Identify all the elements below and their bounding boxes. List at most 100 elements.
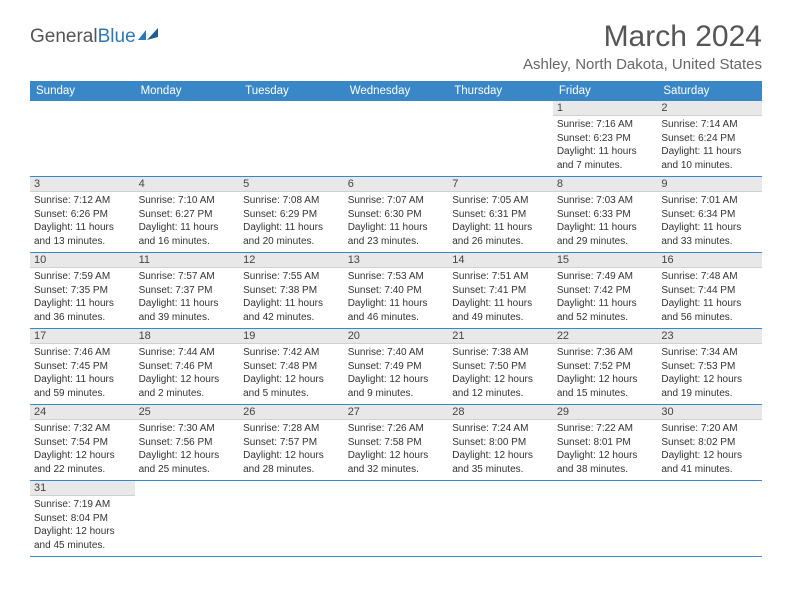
day-details: Sunrise: 7:46 AMSunset: 7:45 PMDaylight:… — [30, 344, 135, 404]
calendar-day-cell: 28Sunrise: 7:24 AMSunset: 8:00 PMDayligh… — [448, 405, 553, 481]
day-details: Sunrise: 7:19 AMSunset: 8:04 PMDaylight:… — [30, 496, 135, 556]
day-number: 30 — [657, 405, 762, 420]
sunrise-text: Sunrise: 7:05 AM — [452, 194, 549, 208]
logo: GeneralBlue — [30, 26, 160, 48]
day-number: 20 — [344, 329, 449, 344]
sunset-text: Sunset: 7:52 PM — [557, 360, 654, 374]
day-details: Sunrise: 7:26 AMSunset: 7:58 PMDaylight:… — [344, 420, 449, 480]
sunrise-text: Sunrise: 7:32 AM — [34, 422, 131, 436]
day-number: 21 — [448, 329, 553, 344]
day-number: 16 — [657, 253, 762, 268]
day-number: 11 — [135, 253, 240, 268]
day-details: Sunrise: 7:42 AMSunset: 7:48 PMDaylight:… — [239, 344, 344, 404]
month-title: March 2024 — [523, 20, 762, 54]
day-details: Sunrise: 7:03 AMSunset: 6:33 PMDaylight:… — [553, 192, 658, 252]
day-details: Sunrise: 7:12 AMSunset: 6:26 PMDaylight:… — [30, 192, 135, 252]
weekday-header: Thursday — [448, 81, 553, 101]
daylight-text: Daylight: 12 hours and 32 minutes. — [348, 449, 445, 476]
sunrise-text: Sunrise: 7:40 AM — [348, 346, 445, 360]
daylight-text: Daylight: 12 hours and 38 minutes. — [557, 449, 654, 476]
sunset-text: Sunset: 7:42 PM — [557, 284, 654, 298]
day-number: 18 — [135, 329, 240, 344]
daylight-text: Daylight: 11 hours and 46 minutes. — [348, 297, 445, 324]
day-number: 27 — [344, 405, 449, 420]
daylight-text: Daylight: 12 hours and 12 minutes. — [452, 373, 549, 400]
sunset-text: Sunset: 7:53 PM — [661, 360, 758, 374]
day-number: 28 — [448, 405, 553, 420]
day-details: Sunrise: 7:01 AMSunset: 6:34 PMDaylight:… — [657, 192, 762, 252]
daylight-text: Daylight: 11 hours and 10 minutes. — [661, 145, 758, 172]
day-details: Sunrise: 7:05 AMSunset: 6:31 PMDaylight:… — [448, 192, 553, 252]
sunrise-text: Sunrise: 7:08 AM — [243, 194, 340, 208]
sunset-text: Sunset: 7:40 PM — [348, 284, 445, 298]
daylight-text: Daylight: 12 hours and 41 minutes. — [661, 449, 758, 476]
day-details: Sunrise: 7:20 AMSunset: 8:02 PMDaylight:… — [657, 420, 762, 480]
calendar-empty-cell — [448, 101, 553, 177]
weekday-header: Tuesday — [239, 81, 344, 101]
calendar-day-cell: 13 Sunrise: 7:53 AMSunset: 7:40 PMDayligh… — [344, 253, 449, 329]
daylight-text: Daylight: 11 hours and 56 minutes. — [661, 297, 758, 324]
sunrise-text: Sunrise: 7:16 AM — [557, 118, 654, 132]
day-number: 23 — [657, 329, 762, 344]
day-number: 9 — [657, 177, 762, 192]
calendar-day-cell: 9Sunrise: 7:01 AMSunset: 6:34 PMDaylight… — [657, 177, 762, 253]
daylight-text: Daylight: 11 hours and 39 minutes. — [139, 297, 236, 324]
daylight-text: Daylight: 11 hours and 59 minutes. — [34, 373, 131, 400]
calendar-week-row: 10Sunrise: 7:59 AMSunset: 7:35 PMDayligh… — [30, 253, 762, 329]
sunrise-text: Sunrise: 7:55 AM — [243, 270, 340, 284]
day-details: Sunrise: 7:44 AMSunset: 7:46 PMDaylight:… — [135, 344, 240, 404]
calendar-day-cell: 18Sunrise: 7:44 AMSunset: 7:46 PMDayligh… — [135, 329, 240, 405]
logo-text-1: General — [30, 26, 98, 48]
sunset-text: Sunset: 7:38 PM — [243, 284, 340, 298]
flag-icon — [138, 28, 160, 47]
day-number: 19 — [239, 329, 344, 344]
day-details: Sunrise: 7:49 AMSunset: 7:42 PMDaylight:… — [553, 268, 658, 328]
calendar-body: 1Sunrise: 7:16 AMSunset: 6:23 PMDaylight… — [30, 101, 762, 557]
daylight-text: Daylight: 11 hours and 23 minutes. — [348, 221, 445, 248]
calendar-empty-cell — [135, 101, 240, 177]
calendar-day-cell: 3Sunrise: 7:12 AMSunset: 6:26 PMDaylight… — [30, 177, 135, 253]
day-number: 12 — [239, 253, 344, 268]
weekday-header: Wednesday — [344, 81, 449, 101]
sunrise-text: Sunrise: 7:53 AM — [348, 270, 445, 284]
day-number: 5 — [239, 177, 344, 192]
calendar-week-row: 31Sunrise: 7:19 AMSunset: 8:04 PMDayligh… — [30, 481, 762, 557]
calendar-day-cell: 12Sunrise: 7:55 AMSunset: 7:38 PMDayligh… — [239, 253, 344, 329]
day-details: Sunrise: 7:32 AMSunset: 7:54 PMDaylight:… — [30, 420, 135, 480]
day-number: 3 — [30, 177, 135, 192]
calendar-day-cell: 29Sunrise: 7:22 AMSunset: 8:01 PMDayligh… — [553, 405, 658, 481]
sunrise-text: Sunrise: 7:20 AM — [661, 422, 758, 436]
calendar-day-cell: 6Sunrise: 7:07 AMSunset: 6:30 PMDaylight… — [344, 177, 449, 253]
day-number: 24 — [30, 405, 135, 420]
day-number: 29 — [553, 405, 658, 420]
day-number: 26 — [239, 405, 344, 420]
day-number: 13 — [344, 253, 449, 268]
calendar-empty-cell — [657, 481, 762, 557]
sunrise-text: Sunrise: 7:07 AM — [348, 194, 445, 208]
calendar-day-cell: 7Sunrise: 7:05 AMSunset: 6:31 PMDaylight… — [448, 177, 553, 253]
sunset-text: Sunset: 6:27 PM — [139, 208, 236, 222]
daylight-text: Daylight: 11 hours and 36 minutes. — [34, 297, 131, 324]
sunset-text: Sunset: 6:34 PM — [661, 208, 758, 222]
daylight-text: Daylight: 11 hours and 26 minutes. — [452, 221, 549, 248]
calendar-empty-cell — [239, 101, 344, 177]
day-details: Sunrise: 7:34 AMSunset: 7:53 PMDaylight:… — [657, 344, 762, 404]
sunrise-text: Sunrise: 7:24 AM — [452, 422, 549, 436]
sunrise-text: Sunrise: 7:34 AM — [661, 346, 758, 360]
day-details: Sunrise: 7:59 AMSunset: 7:35 PMDaylight:… — [30, 268, 135, 328]
calendar-day-cell: 4Sunrise: 7:10 AMSunset: 6:27 PMDaylight… — [135, 177, 240, 253]
day-details: Sunrise: 7:48 AMSunset: 7:44 PMDaylight:… — [657, 268, 762, 328]
sunset-text: Sunset: 6:30 PM — [348, 208, 445, 222]
daylight-text: Daylight: 11 hours and 7 minutes. — [557, 145, 654, 172]
sunset-text: Sunset: 8:02 PM — [661, 436, 758, 450]
day-details: Sunrise: 7:16 AMSunset: 6:23 PMDaylight:… — [553, 116, 658, 176]
daylight-text: Daylight: 11 hours and 20 minutes. — [243, 221, 340, 248]
sunset-text: Sunset: 7:45 PM — [34, 360, 131, 374]
sunrise-text: Sunrise: 7:19 AM — [34, 498, 131, 512]
sunset-text: Sunset: 7:41 PM — [452, 284, 549, 298]
calendar-day-cell: 17Sunrise: 7:46 AMSunset: 7:45 PMDayligh… — [30, 329, 135, 405]
sunset-text: Sunset: 6:24 PM — [661, 132, 758, 146]
sunset-text: Sunset: 7:48 PM — [243, 360, 340, 374]
weekday-header: Sunday — [30, 81, 135, 101]
calendar-table: SundayMondayTuesdayWednesdayThursdayFrid… — [30, 81, 762, 557]
